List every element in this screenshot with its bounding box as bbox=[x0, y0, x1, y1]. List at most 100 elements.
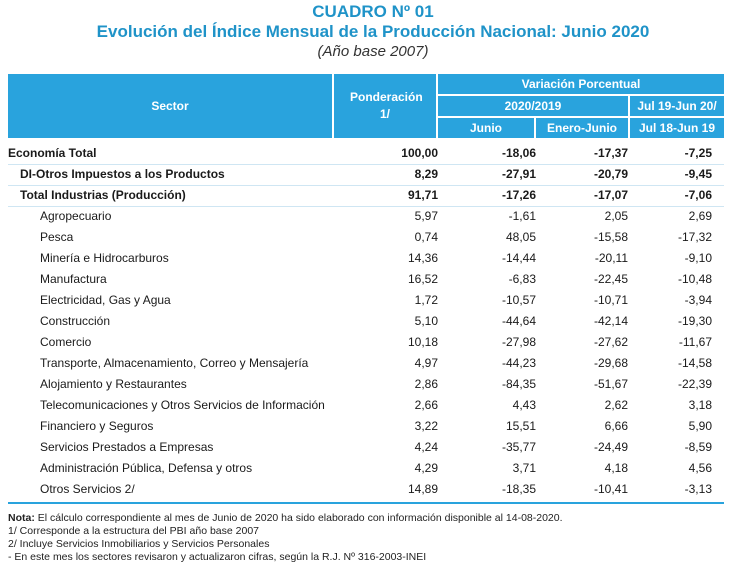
table-row: Servicios Prestados a Empresas 4,24 -35,… bbox=[8, 437, 724, 458]
table-row: Economía Total 100,00 -18,06 -17,37 -7,2… bbox=[8, 143, 724, 165]
row-ponderacion: 14,89 bbox=[407, 482, 438, 496]
row-label: Economía Total bbox=[8, 146, 97, 160]
row-enero-junio: -27,62 bbox=[593, 335, 628, 349]
note-1: 1/ Corresponde a la estructura del PBI a… bbox=[8, 525, 259, 537]
row-enero-junio: -42,14 bbox=[593, 314, 628, 328]
row-label: Minería e Hidrocarburos bbox=[40, 251, 169, 265]
row-junio: 15,51 bbox=[505, 419, 536, 433]
row-ponderacion: 0,74 bbox=[414, 230, 438, 244]
row-anual: -7,25 bbox=[684, 146, 712, 160]
row-label: Telecomunicaciones y Otros Servicios de … bbox=[40, 398, 325, 412]
row-ponderacion: 2,86 bbox=[414, 377, 438, 391]
row-enero-junio: -17,37 bbox=[593, 146, 628, 160]
row-anual: 2,69 bbox=[688, 209, 712, 223]
row-ponderacion: 5,97 bbox=[414, 209, 438, 223]
row-enero-junio: 6,66 bbox=[604, 419, 628, 433]
header-enero-junio: Enero-Junio bbox=[536, 118, 628, 138]
note-3: - En este mes los sectores revisaron y a… bbox=[8, 551, 427, 563]
row-enero-junio: -20,11 bbox=[594, 251, 628, 265]
row-junio: -17,26 bbox=[501, 188, 536, 202]
table-title: Evolución del Índice Mensual de la Produ… bbox=[96, 22, 650, 41]
table-row: Administración Pública, Defensa y otros … bbox=[8, 458, 724, 479]
row-ponderacion: 4,29 bbox=[414, 461, 438, 475]
row-label: Comercio bbox=[40, 335, 92, 349]
header-jul18-jun19: Jul 18-Jun 19 bbox=[630, 118, 724, 138]
row-ponderacion: 4,24 bbox=[414, 440, 438, 454]
row-enero-junio: -29,68 bbox=[593, 356, 628, 370]
table-notes: Nota: El cálculo correspondiente al mes … bbox=[8, 512, 738, 564]
note-2: 2/ Incluye Servicios Inmobiliarios y Ser… bbox=[8, 538, 270, 550]
row-ponderacion: 3,22 bbox=[414, 419, 438, 433]
table-row: Agropecuario 5,97 -1,61 2,05 2,69 bbox=[8, 206, 724, 227]
row-label: Electricidad, Gas y Agua bbox=[40, 293, 171, 307]
row-junio: -35,77 bbox=[501, 440, 536, 454]
row-anual: -17,32 bbox=[677, 230, 712, 244]
row-label: Total Industrias (Producción) bbox=[20, 188, 186, 202]
table-bottom-rule bbox=[8, 502, 724, 504]
table-row: Manufactura 16,52 -6,83 -22,45 -10,48 bbox=[8, 269, 724, 290]
row-ponderacion: 4,97 bbox=[414, 356, 438, 370]
header-variacion: Variación Porcentual bbox=[438, 74, 724, 94]
row-anual: 3,18 bbox=[688, 398, 712, 412]
row-junio: -6,83 bbox=[508, 272, 536, 286]
row-enero-junio: -22,45 bbox=[593, 272, 628, 286]
row-anual: -11,67 bbox=[678, 335, 712, 349]
row-enero-junio: 4,18 bbox=[604, 461, 628, 475]
row-anual: 4,56 bbox=[688, 461, 712, 475]
table-row: Electricidad, Gas y Agua 1,72 -10,57 -10… bbox=[8, 290, 724, 311]
row-ponderacion: 16,52 bbox=[407, 272, 438, 286]
row-ponderacion: 2,66 bbox=[414, 398, 438, 412]
row-junio: -44,64 bbox=[501, 314, 536, 328]
note-main: Nota: El cálculo correspondiente al mes … bbox=[8, 512, 738, 525]
table-row: DI-Otros Impuestos a los Productos 8,29 … bbox=[8, 164, 724, 186]
header-2020-2019-label: 2020/2019 bbox=[504, 99, 562, 113]
row-enero-junio: -17,07 bbox=[593, 188, 628, 202]
row-ponderacion: 91,71 bbox=[407, 188, 438, 202]
table-row: Minería e Hidrocarburos 14,36 -14,44 -20… bbox=[8, 248, 724, 269]
row-label: Servicios Prestados a Empresas bbox=[40, 440, 214, 454]
row-label: Manufactura bbox=[40, 272, 107, 286]
note-label: Nota: bbox=[8, 512, 35, 524]
row-anual: -10,48 bbox=[677, 272, 712, 286]
header-ponderacion-label: Ponderación 1/ bbox=[350, 90, 423, 121]
row-label: Construcción bbox=[40, 314, 111, 328]
row-enero-junio: -20,79 bbox=[593, 167, 628, 181]
row-junio: -27,91 bbox=[501, 167, 536, 181]
header-jul18-jun19-label: Jul 18-Jun 19 bbox=[638, 121, 716, 135]
header-2020-2019: 2020/2019 bbox=[438, 96, 628, 116]
table-row: Construcción 5,10 -44,64 -42,14 -19,30 bbox=[8, 311, 724, 332]
row-junio: -18,06 bbox=[501, 146, 536, 160]
table-row: Total Industrias (Producción) 91,71 -17,… bbox=[8, 185, 724, 207]
row-label: Transporte, Almacenamiento, Correo y Men… bbox=[40, 356, 309, 370]
row-anual: -14,58 bbox=[677, 356, 712, 370]
header-ponderacion: Ponderación 1/ bbox=[334, 74, 436, 138]
row-anual: -22,39 bbox=[677, 377, 712, 391]
row-anual: -3,94 bbox=[684, 293, 712, 307]
row-enero-junio: 2,05 bbox=[604, 209, 628, 223]
header-jul19-jun20: Jul 19-Jun 20/ bbox=[630, 96, 724, 116]
row-anual: -9,10 bbox=[684, 251, 712, 265]
header-junio-label: Junio bbox=[470, 121, 502, 135]
row-junio: -84,35 bbox=[501, 377, 536, 391]
header-variacion-label: Variación Porcentual bbox=[521, 77, 641, 91]
row-label: Otros Servicios 2/ bbox=[40, 482, 135, 496]
row-label: Pesca bbox=[40, 230, 74, 244]
row-junio: -1,61 bbox=[508, 209, 536, 223]
row-ponderacion: 10,18 bbox=[407, 335, 438, 349]
row-junio: 3,71 bbox=[512, 461, 536, 475]
row-junio: -44,23 bbox=[501, 356, 536, 370]
row-label: Administración Pública, Defensa y otros bbox=[40, 461, 253, 475]
cuadro-label: CUADRO Nº 01 bbox=[312, 2, 434, 21]
note-text: El cálculo correspondiente al mes de Jun… bbox=[37, 512, 563, 524]
row-ponderacion: 5,10 bbox=[414, 314, 438, 328]
row-anual: 5,90 bbox=[688, 419, 712, 433]
row-anual: -8,59 bbox=[684, 440, 712, 454]
header-junio: Junio bbox=[438, 118, 534, 138]
row-anual: -19,30 bbox=[677, 314, 712, 328]
row-junio: -14,44 bbox=[501, 251, 536, 265]
table-row: Otros Servicios 2/ 14,89 -18,35 -10,41 -… bbox=[8, 479, 724, 500]
table-subtitle: (Año base 2007) bbox=[317, 43, 429, 60]
row-label: Financiero y Seguros bbox=[40, 419, 154, 433]
row-enero-junio: -24,49 bbox=[593, 440, 628, 454]
table-row: Transporte, Almacenamiento, Correo y Men… bbox=[8, 353, 724, 374]
